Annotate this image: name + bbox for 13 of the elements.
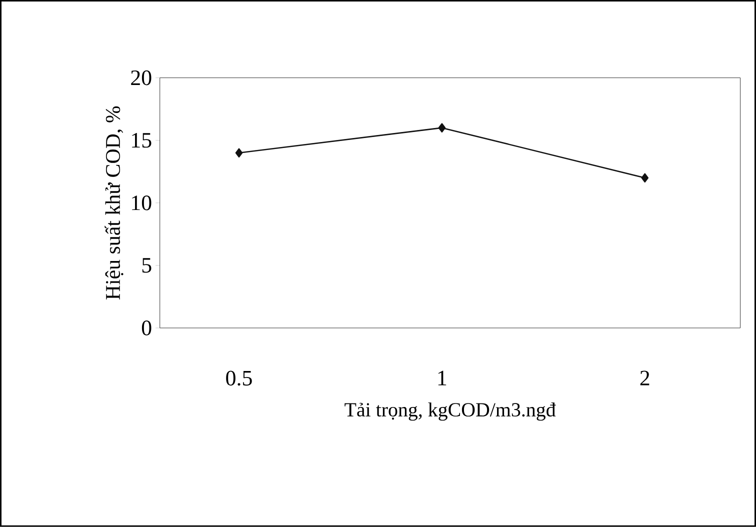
x-tick-label: 2 (640, 370, 650, 386)
y-tick-label: 5 (142, 258, 152, 273)
x-tick-label: 1 (438, 370, 446, 386)
point (438, 123, 446, 133)
y-tick-label: 0 (142, 320, 152, 336)
y-tick-label: 15 (132, 133, 152, 148)
x-axis-title: Tải trọng, kgCOD/m3.ngđ (344, 402, 556, 421)
point (235, 148, 243, 158)
y-tick-label: 20 (131, 70, 152, 86)
point (641, 173, 649, 183)
y-tick-label: 10 (132, 196, 152, 210)
x-tick-label: 0.5 (226, 370, 252, 386)
y-axis-title: Hiệu suất khử COD, % (104, 106, 124, 300)
